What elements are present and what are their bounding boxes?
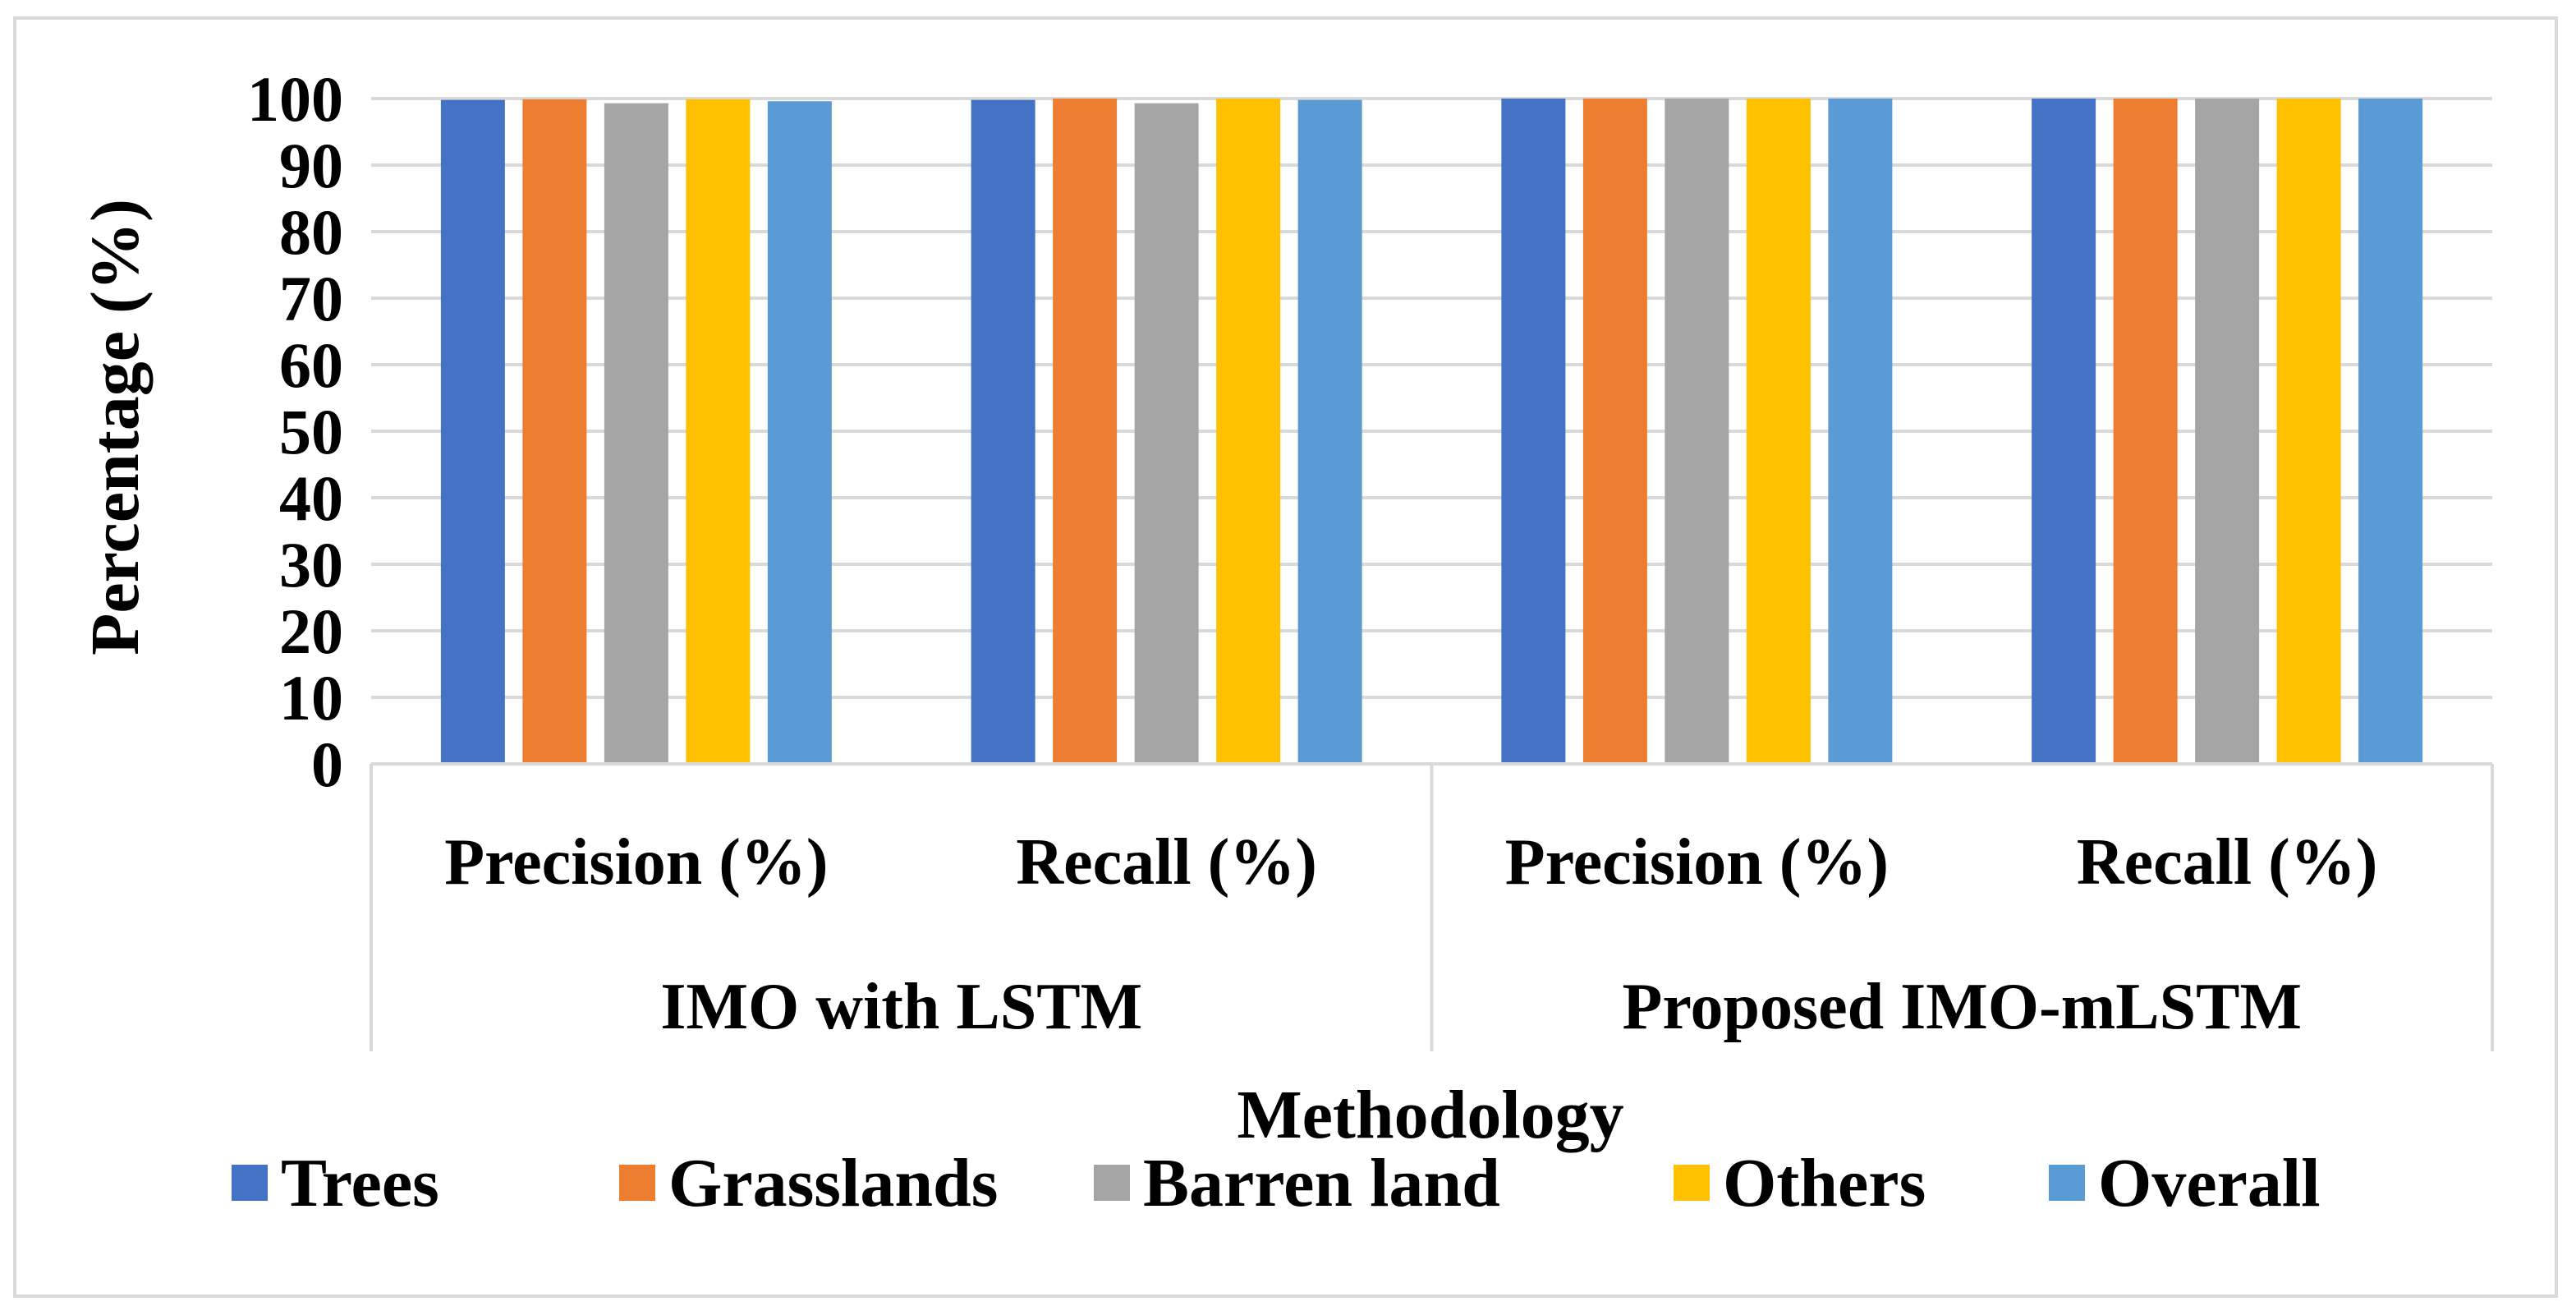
bars bbox=[440, 99, 2423, 765]
legend-label: Grasslands bbox=[668, 1145, 998, 1221]
bar-grasslands bbox=[1582, 99, 1647, 764]
bar-barren-land bbox=[1134, 103, 1199, 765]
y-tick-label: 70 bbox=[279, 263, 343, 334]
legend-swatch bbox=[619, 1165, 655, 1201]
y-tick-label: 10 bbox=[279, 662, 343, 733]
y-tick-label: 30 bbox=[279, 529, 343, 600]
y-axis-title: Percentage (%) bbox=[77, 199, 154, 655]
bar-grasslands bbox=[1053, 99, 1118, 764]
bar-others bbox=[1216, 99, 1281, 764]
x-category-label: Precision (%) bbox=[444, 826, 828, 899]
legend-label: Trees bbox=[281, 1145, 439, 1221]
bar-others bbox=[1746, 99, 1811, 764]
bar-others bbox=[2276, 99, 2341, 764]
bar-overall bbox=[2358, 99, 2423, 764]
bar-others bbox=[686, 99, 751, 764]
y-tick-label: 90 bbox=[279, 130, 343, 201]
legend-swatch bbox=[1674, 1165, 1710, 1201]
x-group-label: Proposed IMO-mLSTM bbox=[1623, 971, 2302, 1043]
legend-swatch bbox=[1094, 1165, 1130, 1201]
bar-trees bbox=[1501, 99, 1566, 764]
y-tick-label: 40 bbox=[279, 462, 343, 534]
bar-trees bbox=[971, 99, 1035, 765]
y-tick-label: 80 bbox=[279, 196, 343, 268]
bar-barren-land bbox=[604, 103, 668, 765]
bar-overall bbox=[1828, 99, 1893, 764]
legend: Trees Grasslands Barren land Others Overall bbox=[232, 1145, 2321, 1221]
legend-label: Barren land bbox=[1143, 1145, 1500, 1221]
x-category-label: Recall (%) bbox=[2077, 826, 2378, 899]
axes bbox=[370, 762, 2494, 1051]
x-category-labels: Precision (%) Recall (%) Precision (%) Reca… bbox=[444, 826, 2377, 1043]
y-tick-label: 60 bbox=[279, 329, 343, 401]
legend-swatch bbox=[2049, 1165, 2085, 1201]
x-axis-title: Methodology bbox=[1237, 1077, 1623, 1153]
bar-trees bbox=[2032, 99, 2096, 764]
y-tick-label: 0 bbox=[311, 729, 343, 800]
bar-overall bbox=[767, 101, 832, 765]
y-tick-label: 100 bbox=[247, 63, 343, 135]
legend-label: Overall bbox=[2098, 1145, 2321, 1221]
bar-barren-land bbox=[2195, 99, 2260, 764]
y-tick-label: 50 bbox=[279, 396, 343, 467]
x-category-label: Precision (%) bbox=[1505, 826, 1889, 899]
bar-grasslands bbox=[522, 99, 587, 764]
y-tick-label: 20 bbox=[279, 595, 343, 667]
bar-overall bbox=[1297, 99, 1362, 765]
bar-trees bbox=[440, 99, 505, 765]
x-group-label: IMO with LSTM bbox=[660, 971, 1142, 1043]
legend-label: Others bbox=[1723, 1145, 1926, 1221]
bar-barren-land bbox=[1665, 99, 1729, 764]
legend-swatch bbox=[232, 1165, 268, 1201]
x-category-label: Recall (%) bbox=[1016, 826, 1317, 899]
bar-grasslands bbox=[2113, 99, 2178, 764]
